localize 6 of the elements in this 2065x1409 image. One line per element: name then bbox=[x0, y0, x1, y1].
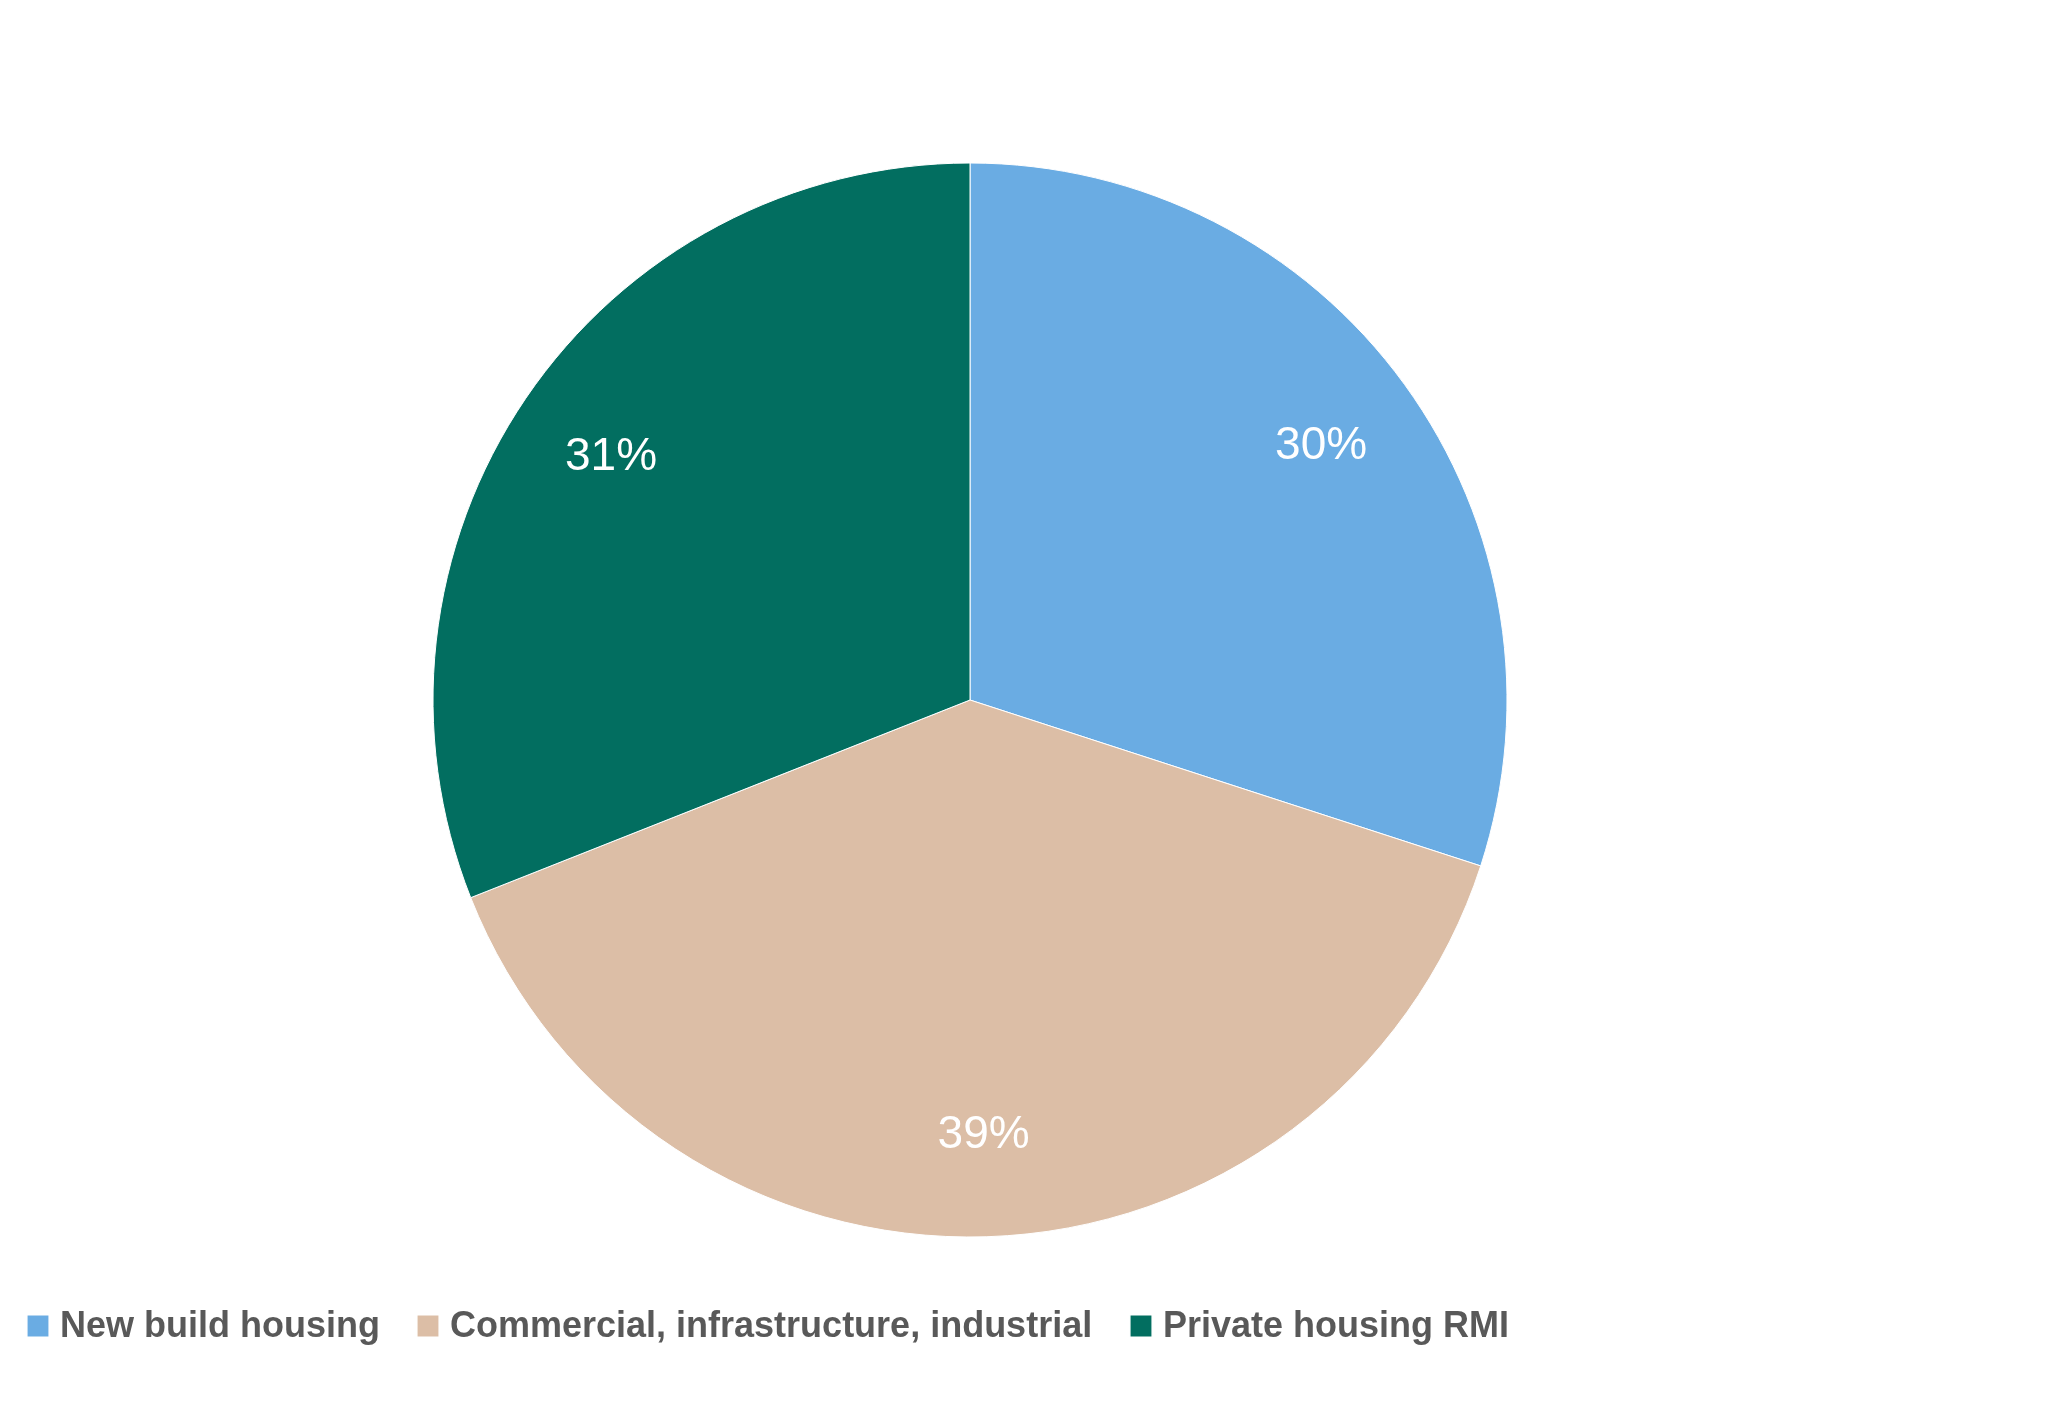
data-label: 30% bbox=[1275, 416, 1368, 469]
legend-label: New build housing bbox=[60, 1304, 380, 1345]
legend-label: Private housing RMI bbox=[1163, 1304, 1510, 1345]
legend-label: Commercial, infrastructure, industrial bbox=[450, 1304, 1093, 1345]
data-label: 39% bbox=[937, 1105, 1030, 1158]
data-label: 31% bbox=[565, 428, 658, 481]
